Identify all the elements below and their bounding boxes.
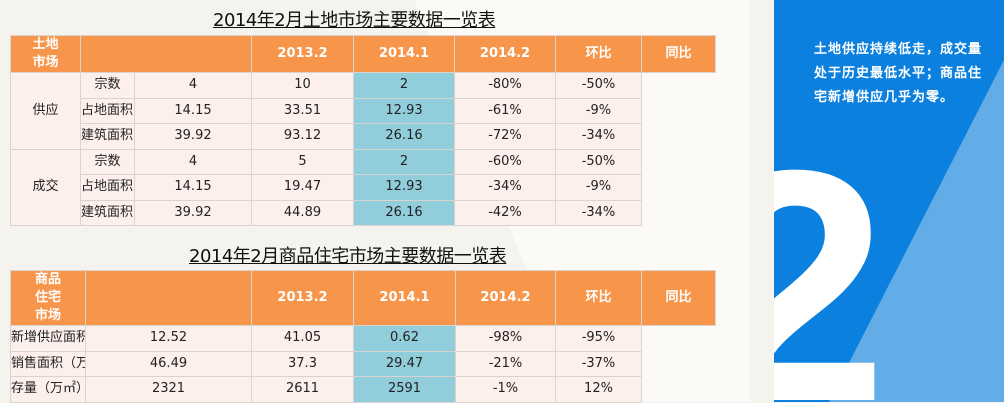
- value-cell: 12%: [555, 376, 642, 403]
- value-cell: 26.16: [353, 199, 455, 226]
- value-cell: 46.49: [85, 350, 252, 377]
- value-cell: 37.3: [251, 350, 354, 377]
- header-cell: 2014.2: [454, 35, 556, 73]
- value-cell: -50%: [555, 72, 642, 99]
- table-row: 供应 宗数 4 10 2 -80% -50%: [10, 72, 716, 150]
- header-row: 商品住宅市场 2013.2 2014.1 2014.2 环比 同比: [10, 270, 716, 326]
- row-label: 销售面积（万㎡）: [10, 350, 86, 377]
- value-cell: -34%: [555, 199, 642, 226]
- value-cell: 2591: [353, 376, 456, 403]
- value-cell: -42%: [454, 199, 556, 226]
- value-cell: -37%: [555, 350, 642, 377]
- header-cell: 2014.1: [353, 35, 455, 73]
- value-cell: 4: [134, 72, 252, 99]
- value-cell: -80%: [454, 72, 556, 99]
- table-row: 成交 宗数 4 5 2 -60% -50%: [10, 148, 716, 226]
- value-cell: -1%: [455, 376, 556, 403]
- header-cell: 同比: [641, 35, 716, 73]
- value-cell: 2: [353, 148, 455, 175]
- row-label: 占地面积（万㎡）: [80, 174, 135, 201]
- value-cell: 26.16: [353, 123, 455, 150]
- value-cell: 33.51: [251, 97, 354, 124]
- value-cell: 44.89: [251, 199, 354, 226]
- header-cell: 2013.2: [251, 35, 354, 73]
- row-label: 存量（万㎡）: [10, 376, 86, 403]
- value-cell: 2611: [251, 376, 354, 403]
- header-cell: 2014.1: [353, 270, 456, 326]
- value-cell: -21%: [455, 350, 556, 377]
- group-label: 供应: [10, 72, 81, 150]
- value-cell: -34%: [454, 174, 556, 201]
- header-cell: 同比: [641, 270, 716, 326]
- value-cell: 12.93: [353, 97, 455, 124]
- value-cell: -61%: [454, 97, 556, 124]
- value-cell: -34%: [555, 123, 642, 150]
- category-label: 商品住宅市场: [34, 272, 61, 323]
- row-label: 占地面积（万㎡）: [80, 97, 135, 124]
- row-label: 宗数: [80, 148, 135, 175]
- category-cell: 商品住宅市场: [10, 270, 86, 326]
- summary-text: 土地供应持续低走，成交量处于历史最低水平；商品住宅新增供应几乎为零。: [814, 42, 983, 105]
- value-cell: -95%: [555, 325, 642, 352]
- value-cell: 0.62: [353, 325, 456, 352]
- row-label: 宗数: [80, 72, 135, 99]
- summary-panel: 2 土地供应持续低走，成交量处于历史最低水平；商品住宅新增供应几乎为零。: [774, 0, 1004, 402]
- accent-triangle: [829, 60, 1004, 402]
- section-number: 2: [774, 101, 888, 403]
- header-cell: 2014.2: [455, 270, 556, 326]
- value-cell: -72%: [454, 123, 556, 150]
- header-blank: [85, 270, 252, 326]
- value-cell: 39.92: [134, 123, 252, 150]
- value-cell: -9%: [555, 174, 642, 201]
- value-cell: 29.47: [353, 350, 456, 377]
- value-cell: -60%: [454, 148, 556, 175]
- value-cell: 39.92: [134, 199, 252, 226]
- header-row: 土地市场 2013.2 2014.1 2014.2 环比 同比: [10, 35, 716, 73]
- header-blank: [80, 35, 252, 73]
- value-cell: 14.15: [134, 97, 252, 124]
- value-cell: 5: [251, 148, 354, 175]
- value-cell: 10: [251, 72, 354, 99]
- value-cell: 4: [134, 148, 252, 175]
- row-label: 建筑面积（万㎡）: [80, 123, 135, 150]
- row-label: 新增供应面积（万㎡）: [10, 325, 86, 352]
- group-label: 成交: [10, 148, 81, 226]
- row-label: 建筑面积（万㎡）: [80, 199, 135, 226]
- header-cell: 环比: [555, 270, 642, 326]
- table1-title: 2014年2月土地市场主要数据一览表: [213, 10, 496, 31]
- land-market-table: 土地市场 2013.2 2014.1 2014.2 环比 同比 供应 宗数 4 10 2…: [10, 35, 716, 226]
- value-cell: 93.12: [251, 123, 354, 150]
- value-cell: 41.05: [251, 325, 354, 352]
- table2-title: 2014年2月商品住宅市场主要数据一览表: [189, 246, 507, 267]
- value-cell: 2321: [85, 376, 252, 403]
- table-row: 存量（万㎡） 2321 2611 2591 -1% 12%: [10, 376, 716, 403]
- value-cell: -50%: [555, 148, 642, 175]
- header-cell: 2013.2: [251, 270, 354, 326]
- value-cell: 12.52: [85, 325, 252, 352]
- category-label: 土地市场: [32, 37, 59, 70]
- housing-market-table: 商品住宅市场 2013.2 2014.1 2014.2 环比 同比 新增供应面积…: [10, 270, 716, 403]
- value-cell: 19.47: [251, 174, 354, 201]
- value-cell: -9%: [555, 97, 642, 124]
- value-cell: 14.15: [134, 174, 252, 201]
- header-cell: 环比: [555, 35, 642, 73]
- value-cell: 2: [353, 72, 455, 99]
- value-cell: 12.93: [353, 174, 455, 201]
- category-cell: 土地市场: [10, 35, 81, 73]
- value-cell: -98%: [455, 325, 556, 352]
